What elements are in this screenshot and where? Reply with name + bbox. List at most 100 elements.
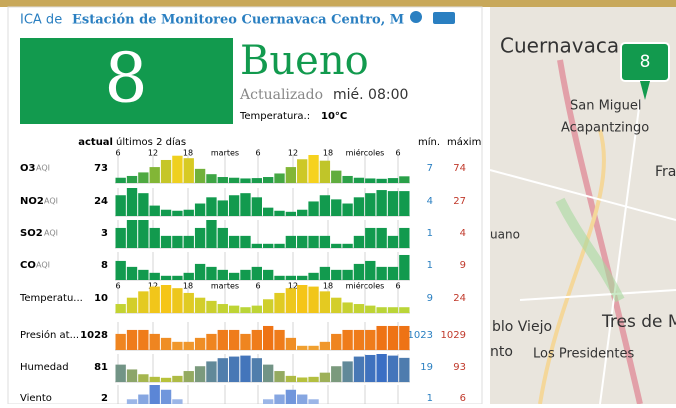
current-value: 73 <box>94 163 108 174</box>
spark-bar <box>172 236 182 248</box>
min-value: 1 <box>427 393 433 404</box>
row-unit: AQI <box>36 261 50 270</box>
spark-bar <box>150 377 160 382</box>
spark-bar <box>252 306 262 313</box>
map-label: Cuernavaca <box>500 34 619 58</box>
spark-bar <box>206 267 216 280</box>
spark-bar <box>274 244 284 248</box>
spark-bar <box>376 179 386 183</box>
spark-bar <box>127 267 137 280</box>
spark-bar <box>218 270 228 280</box>
max-value: 74 <box>453 163 466 174</box>
spark-bar <box>263 177 273 183</box>
spark-bar <box>286 376 296 382</box>
max-value: 1029 <box>441 330 466 341</box>
spark-bar <box>252 178 262 183</box>
spark-bar <box>184 371 194 382</box>
spark-bar <box>150 206 160 216</box>
spark-bar <box>263 365 273 382</box>
spark-bar <box>252 358 262 382</box>
spark-bar <box>195 338 205 350</box>
row-label: NO2 <box>20 196 44 207</box>
spark-bar <box>286 338 296 350</box>
map-label: uano <box>490 228 520 242</box>
spark-bar <box>320 195 330 216</box>
spark-bar <box>161 276 171 280</box>
spark-bar <box>274 330 284 350</box>
spark-bar <box>138 291 148 313</box>
spark-bar <box>320 342 330 350</box>
spark-bar <box>354 357 364 382</box>
spark-bar <box>229 330 239 350</box>
spark-bar <box>320 267 330 280</box>
spark-bar <box>320 236 330 248</box>
spark-bar <box>399 255 409 280</box>
spark-bar <box>263 270 273 280</box>
spark-bar <box>116 334 126 350</box>
spark-bar <box>320 291 330 313</box>
spark-bar <box>274 293 284 313</box>
spark-bar <box>399 228 409 248</box>
spark-bar <box>399 191 409 216</box>
spark-bar <box>376 267 386 280</box>
spark-bar <box>138 270 148 280</box>
spark-bar <box>229 236 239 248</box>
spark-bar <box>206 361 216 382</box>
map-label: Fra <box>655 164 676 180</box>
spark-bar <box>331 270 341 280</box>
spark-bar <box>172 342 182 350</box>
min-value: 7 <box>427 163 433 174</box>
spark-bar <box>195 204 205 216</box>
spark-bar <box>376 307 386 313</box>
header-prefix: ICA de <box>20 13 62 28</box>
spark-bar <box>342 270 352 280</box>
current-value: 3 <box>101 228 108 239</box>
spark-bar <box>308 399 318 404</box>
min-value: 1023 <box>408 330 433 341</box>
spark-bar <box>116 195 126 216</box>
icon[interactable] <box>410 11 422 23</box>
spark-bar <box>116 304 126 313</box>
spark-bar <box>388 326 398 350</box>
spark-bar <box>376 326 386 350</box>
spark-bar <box>184 158 194 183</box>
spark-bar <box>127 330 137 350</box>
row-unit: AQI <box>44 197 58 206</box>
spark-bar <box>195 366 205 382</box>
spark-bar <box>150 228 160 248</box>
row-label: Viento <box>20 393 52 404</box>
spark-bar <box>252 244 262 248</box>
spark-bar <box>308 346 318 350</box>
row-label: Temperatu... <box>19 293 83 304</box>
spark-bar <box>376 228 386 248</box>
spark-bar <box>365 193 375 216</box>
spark-bar <box>127 399 137 404</box>
spark-bar <box>365 178 375 183</box>
map-label: blo Viejo <box>492 319 552 335</box>
spark-bar <box>331 171 341 183</box>
spark-bar <box>150 273 160 280</box>
spark-bar <box>354 236 364 248</box>
spark-bar <box>388 191 398 216</box>
icon[interactable] <box>433 12 455 24</box>
aqi-level: Bueno <box>240 38 369 84</box>
spark-bar <box>229 195 239 216</box>
station-name[interactable]: Estación de Monitoreo Cuernavaca Centro,… <box>72 13 404 28</box>
spark-bar <box>172 376 182 382</box>
spark-bar <box>127 298 137 313</box>
row-unit: AQI <box>44 229 58 238</box>
spark-bar <box>331 199 341 216</box>
spark-bar <box>365 306 375 313</box>
spark-bar <box>184 236 194 248</box>
spark-bar <box>297 285 307 313</box>
spark-bar <box>172 399 182 404</box>
spark-bar <box>354 197 364 216</box>
spark-bar <box>127 176 137 183</box>
spark-bar <box>286 236 296 248</box>
spark-bar <box>274 173 284 183</box>
spark-bar <box>127 188 137 216</box>
spark-bar <box>138 172 148 183</box>
spark-bar <box>172 288 182 313</box>
spark-bar <box>365 228 375 248</box>
min-value: 1 <box>427 228 433 239</box>
